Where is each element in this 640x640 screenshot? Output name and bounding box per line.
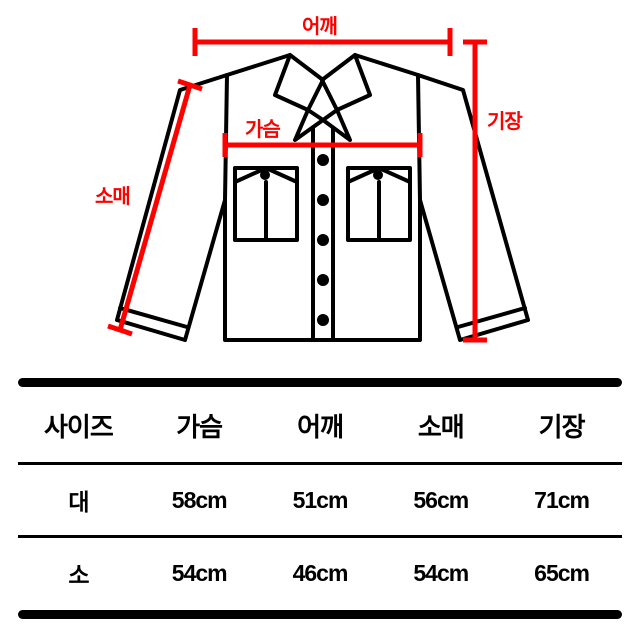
cell-shoulder: 46cm: [260, 544, 381, 602]
size-table-body: 대 58cm 51cm 56cm 71cm: [18, 471, 622, 529]
rule-header: [18, 462, 622, 465]
label-shoulder: 어깨: [302, 10, 337, 39]
cell-chest: 58cm: [139, 471, 260, 529]
rule-top: [18, 378, 622, 387]
cell-sleeve: 54cm: [380, 544, 501, 602]
table-row: 대 58cm 51cm 56cm 71cm: [18, 471, 622, 529]
cell-shoulder: 51cm: [260, 471, 381, 529]
header-length: 기장: [501, 395, 622, 456]
label-chest: 가슴: [245, 113, 280, 142]
cell-chest: 54cm: [139, 544, 260, 602]
label-length: 기장: [487, 105, 522, 134]
rule-row1: [18, 535, 622, 538]
garment-diagram: 어깨 가슴 소매 기장: [0, 0, 640, 370]
label-sleeve: 소매: [95, 180, 130, 209]
size-table-body2: 소 54cm 46cm 54cm 65cm: [18, 544, 622, 602]
header-size: 사이즈: [18, 395, 139, 456]
size-table-area: 사이즈 가슴 어깨 소매 기장 대 58cm 51cm 56cm 71cm 소 …: [0, 370, 640, 627]
table-row: 소 54cm 46cm 54cm 65cm: [18, 544, 622, 602]
cell-size: 대: [18, 471, 139, 529]
cell-size: 소: [18, 544, 139, 602]
cell-length: 71cm: [501, 471, 622, 529]
cell-sleeve: 56cm: [380, 471, 501, 529]
rule-bottom: [18, 610, 622, 619]
cell-length: 65cm: [501, 544, 622, 602]
header-sleeve: 소매: [380, 395, 501, 456]
header-chest: 가슴: [139, 395, 260, 456]
header-shoulder: 어깨: [260, 395, 381, 456]
table-header-row: 사이즈 가슴 어깨 소매 기장: [18, 395, 622, 456]
size-table: 사이즈 가슴 어깨 소매 기장: [18, 395, 622, 456]
